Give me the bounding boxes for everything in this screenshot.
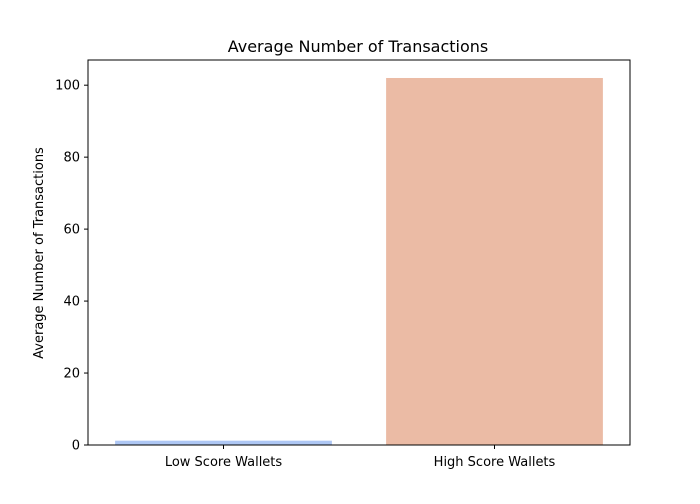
chart-title: Average Number of Transactions [228, 37, 489, 56]
y-tick-label: 80 [63, 151, 80, 166]
x-tick-label: Low Score Wallets [165, 455, 283, 470]
x-tick-label: High Score Wallets [434, 455, 556, 470]
y-axis-label: Average Number of Transactions [32, 147, 47, 359]
bar-low-score-wallets [115, 440, 332, 445]
bar-high-score-wallets [386, 77, 603, 445]
y-tick-label: 40 [63, 295, 80, 310]
y-tick-label: 100 [55, 79, 80, 94]
bars-layer [115, 77, 603, 445]
y-tick-label: 60 [63, 223, 80, 238]
y-tick-label: 20 [63, 367, 80, 382]
ticks-layer: Low Score Wallets High Score Wallets 0 20 40… [55, 79, 555, 470]
y-tick-label: 0 [72, 439, 80, 454]
plot-frame [87, 59, 631, 446]
